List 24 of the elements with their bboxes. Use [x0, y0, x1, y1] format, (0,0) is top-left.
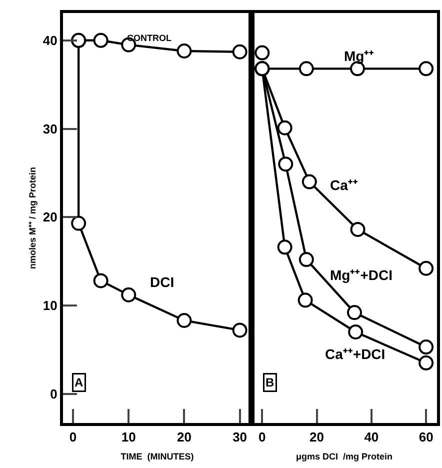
y-tick-label: 0 [50, 386, 58, 402]
series-label: Ca⁺⁺+DCI [325, 346, 386, 362]
x-tick-label: 20 [176, 430, 192, 445]
x-axis-title: TIME (MINUTES) [120, 451, 194, 462]
annotation: A [74, 376, 84, 390]
annotation: B [266, 376, 274, 390]
x-tick-label: 10 [121, 430, 136, 445]
x-tick-label: 30 [232, 430, 248, 445]
x-tick-label: 0 [258, 430, 266, 445]
y-tick-label: 10 [42, 298, 58, 314]
x-tick-label: 0 [69, 430, 77, 445]
y-tick-label: 30 [42, 121, 58, 136]
x-tick-label: 20 [310, 430, 324, 445]
x-axis-title: μgms DCI /mg Protein [296, 451, 393, 462]
y-tick-label: 40 [42, 32, 58, 48]
series-label: CONTROL [127, 33, 172, 43]
series-label: DCI [150, 274, 174, 290]
y-axis-title: nmoles M⁺⁺ / mg Protein [27, 166, 38, 270]
series-label: Mg⁺⁺ [344, 48, 374, 64]
x-tick-label: 40 [364, 430, 379, 445]
y-tick-label: 20 [42, 210, 58, 225]
series-label: Mg⁺⁺+DCI [330, 267, 392, 283]
x-tick-label: 60 [418, 430, 434, 445]
series-label: Ca⁺⁺ [330, 177, 358, 193]
